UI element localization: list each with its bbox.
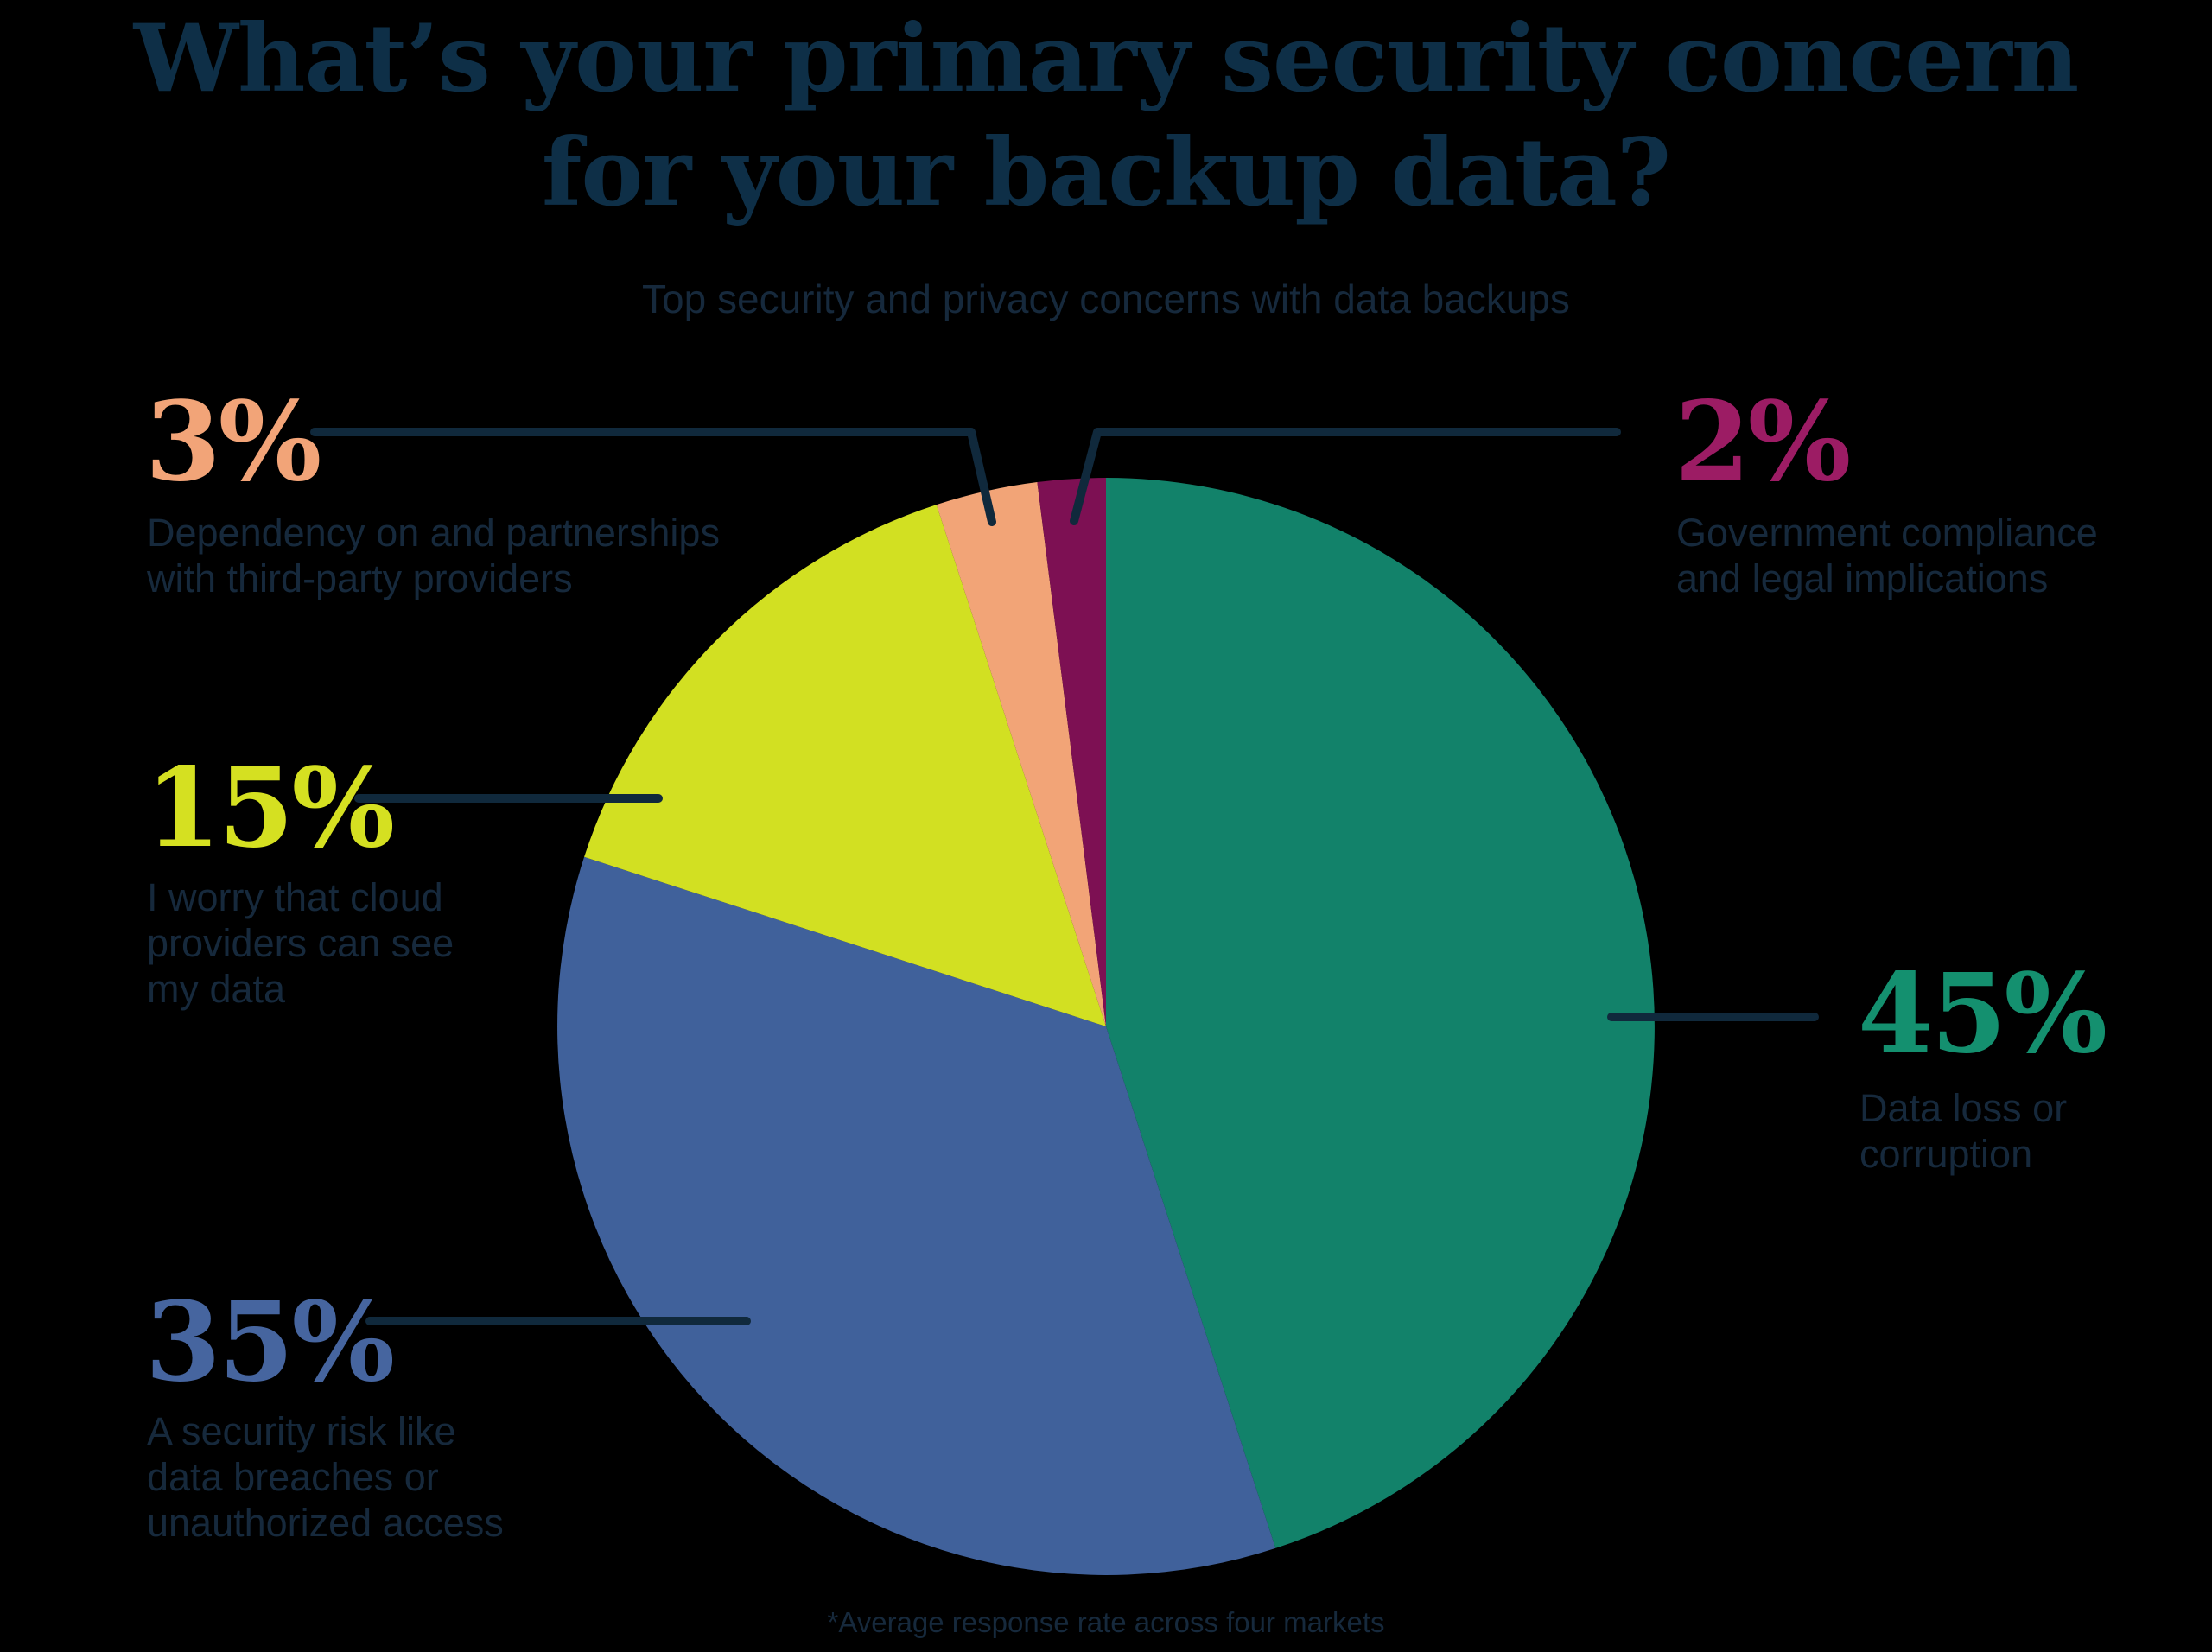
callout-value-3: 3% — [145, 378, 321, 505]
callout-third-party: 3% Dependency on and partnerships with t… — [145, 378, 720, 600]
callout-label-line: Government compliance — [1676, 511, 2098, 555]
pie-slice-i-worry-that-cloud-providers-can-see-my-data — [584, 505, 1106, 1026]
callout-label-line: corruption — [1859, 1132, 2033, 1176]
callout-label-line: A security risk like — [147, 1409, 456, 1453]
chart-title: What’s your primary security concern for… — [0, 2, 2212, 230]
callout-value-2: 2% — [1675, 378, 1851, 505]
callout-label-line: providers can see — [147, 921, 454, 965]
callout-label-line: Data loss or — [1859, 1086, 2068, 1130]
chart-title-line2: for your backup data? — [541, 118, 1671, 227]
pie-slice-government-compliance-and-legal-implications — [1037, 478, 1106, 1026]
pie-slice-dependency-on-and-partnerships-with-third-party-providers — [936, 482, 1106, 1026]
chart-subtitle: Top security and privacy concerns with d… — [642, 276, 1570, 321]
callout-label-line: data breaches or — [147, 1455, 439, 1499]
callout-label-line: my data — [147, 967, 286, 1011]
callout-data-loss: 45% Data loss or corruption — [1858, 950, 2107, 1176]
callout-label-line: with third-party providers — [147, 556, 573, 600]
leader-line-2 — [1070, 428, 1621, 525]
callout-value-35: 35% — [145, 1278, 395, 1406]
callout-label-line: and legal implications — [1676, 556, 2049, 600]
callout-label-line: Dependency on and partnerships — [147, 511, 720, 555]
callout-government-compliance: 2% Government compliance and legal impli… — [1675, 378, 2098, 600]
callout-label-line: unauthorized access — [147, 1501, 504, 1545]
callout-security-risk: 35% A security risk like data breaches o… — [145, 1278, 504, 1545]
chart-footnote: *Average response rate across four marke… — [827, 1606, 1385, 1638]
chart-title-line1: What’s your primary security concern — [133, 4, 2080, 113]
pie-slice-data-loss-or-corruption — [1106, 478, 1655, 1548]
callout-value-45: 45% — [1858, 950, 2107, 1077]
callout-cloud-providers: 15% I worry that cloud providers can see… — [145, 744, 454, 1011]
callout-value-15: 15% — [145, 744, 395, 872]
pie-slice-a-security-risk-like-data-breaches-or-unauthorized-access — [557, 856, 1276, 1575]
callout-label-line: I worry that cloud — [147, 875, 443, 919]
leader-line-3 — [310, 428, 996, 526]
